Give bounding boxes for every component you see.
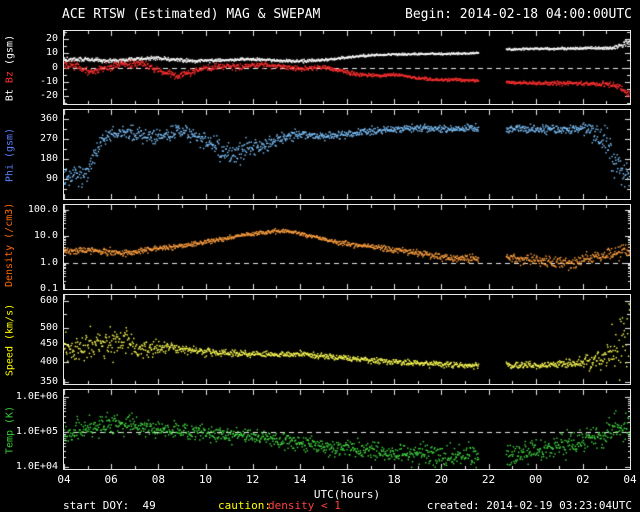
phi-y-tick-label: 180 (39, 152, 58, 164)
caution-density-warning: density < 1 (268, 499, 341, 512)
x-axis-label: UTC(hours) (313, 488, 381, 501)
x-tick-label: 16 (340, 473, 354, 486)
speed-y-tick-label: 500 (39, 322, 58, 334)
x-tick-label: 06 (104, 473, 118, 486)
speed-panel (63, 294, 631, 385)
x-tick-label: 10 (198, 473, 213, 486)
density-y-tick-label: 10.0 (33, 230, 58, 242)
temp-y-tick-label: 1.0E+05 (15, 426, 58, 438)
phi-axis-label-part: Phi (4, 163, 15, 182)
x-tick-label: 22 (481, 473, 496, 486)
speed-y-tick-label: 600 (39, 295, 58, 307)
temp-y-tick-label: 1.0E+06 (15, 391, 58, 403)
temp-axis-label-part: (K) (4, 405, 15, 424)
x-tick-label: 00 (529, 473, 543, 486)
mag-y-tick-label: 0 (51, 61, 58, 73)
mag-canvas (64, 31, 630, 104)
density-y-tick-label: 1.0 (39, 256, 58, 268)
created-timestamp: created: 2014-02-19 03:23:04UTC (426, 499, 632, 512)
temp-panel (63, 389, 631, 470)
start-doy-text: start DOY: 49 (63, 499, 156, 512)
mag-y-tick-label: 10 (45, 47, 58, 59)
speed-canvas (64, 295, 630, 384)
x-tick-label: 02 (576, 473, 590, 486)
mag-y-tick-label: -10 (39, 75, 58, 87)
phi-canvas (64, 110, 630, 199)
mag-panel (63, 30, 631, 105)
density-axis-label: Density (/cm3) (4, 202, 16, 290)
phi-y-tick-label: 270 (39, 132, 58, 144)
temp-canvas (64, 390, 630, 469)
mag-axis-label-part: Bt (4, 88, 15, 101)
speed-y-tick-label: 350 (39, 375, 58, 387)
temp-axis-label: Temp (K) (4, 389, 16, 470)
mag-axis-label: Bt Bz (gsm) (4, 30, 16, 105)
mag-y-tick-label: 20 (45, 33, 58, 45)
x-tick-label: 08 (151, 473, 165, 486)
density-axis-label-part: (/cm3) (4, 202, 15, 239)
begin-timestamp: Begin: 2014-02-18 04:00:00UTC (405, 7, 632, 22)
plot-title: ACE RTSW (Estimated) MAG & SWEPAM (62, 7, 321, 22)
x-tick-label: 14 (293, 473, 307, 486)
speed-axis-label-part: (km/s) (4, 303, 15, 340)
phi-axis-label-part: (gsm) (4, 127, 15, 158)
speed-y-tick-label: 400 (39, 355, 58, 367)
temp-axis-label-part: Temp (4, 429, 15, 454)
mag-axis-label-part: (gsm) (4, 34, 15, 65)
density-canvas (64, 205, 630, 289)
temp-y-tick-label: 1.0E+04 (15, 461, 58, 473)
phi-y-tick-label: 360 (39, 112, 58, 124)
mag-axis-label-part: Bz (4, 70, 15, 83)
x-tick-label: 12 (246, 473, 260, 486)
speed-axis-label: Speed (km/s) (4, 294, 16, 385)
caution-label: caution: (218, 499, 271, 512)
x-tick-label: 18 (387, 473, 401, 486)
speed-axis-label-part: Speed (4, 345, 15, 376)
density-y-tick-label: 100.0 (27, 203, 58, 215)
x-tick-label: 20 (434, 473, 448, 486)
phi-panel (63, 109, 631, 200)
density-axis-label-part: Density (4, 244, 15, 287)
speed-y-tick-label: 450 (39, 338, 58, 350)
density-panel (63, 204, 631, 290)
phi-y-tick-label: 90 (45, 172, 58, 184)
x-tick-label: 04 (57, 473, 71, 486)
mag-y-tick-label: -20 (39, 89, 58, 101)
phi-axis-label: Phi (gsm) (4, 109, 16, 200)
x-tick-label: 04 (623, 473, 637, 486)
density-y-tick-label: 0.1 (39, 283, 58, 294)
